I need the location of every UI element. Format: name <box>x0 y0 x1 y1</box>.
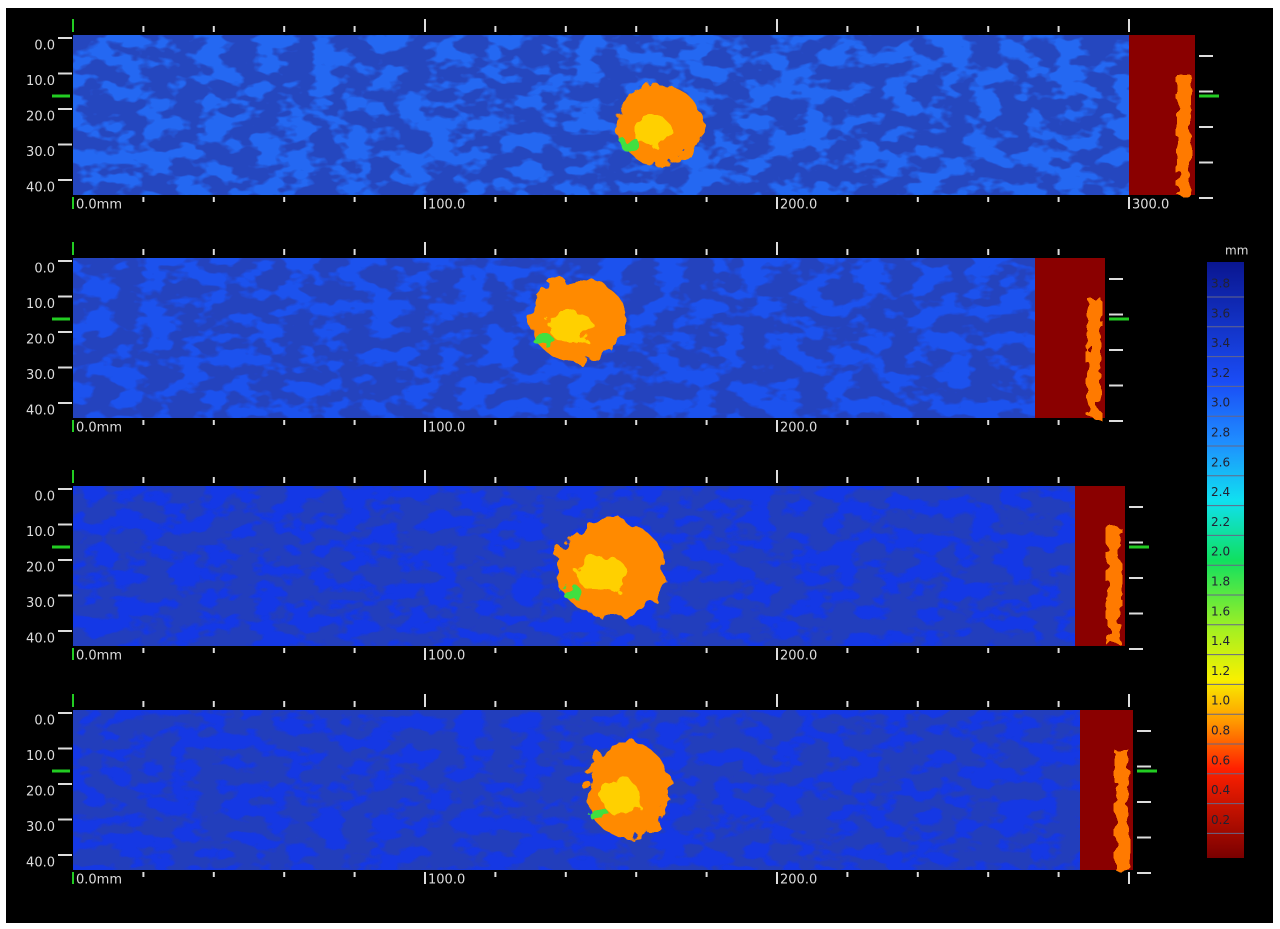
x-tick-label: 200.0 <box>780 421 817 436</box>
x-tick-label: 300.0 <box>1132 198 1169 213</box>
x-tick-label: 100.0 <box>428 421 465 436</box>
colorbar-label: 1.6 <box>1211 604 1230 618</box>
colorbar-label: 3.4 <box>1211 336 1230 350</box>
y-tick-label: 30.0 <box>26 596 55 611</box>
y-tick-label: 20.0 <box>26 110 55 125</box>
y-tick-label: 20.0 <box>26 785 55 800</box>
y-tick-label: 0.0 <box>34 714 55 729</box>
colorbar-label: 2.0 <box>1211 545 1230 559</box>
x-tick-label: 0.0mm <box>76 421 122 436</box>
scan-panel: 0.0mm 100.0 200.0 0.0 10.0 20.0 30.0 40.0 <box>26 470 1149 664</box>
colorbar-label: 3.2 <box>1211 366 1230 380</box>
y-tick-label: 20.0 <box>26 561 55 576</box>
y-tick-label: 0.0 <box>34 262 55 277</box>
y-tick-label: 30.0 <box>26 368 55 383</box>
x-tick-label: 0.0mm <box>76 198 122 213</box>
x-tick-label: 200.0 <box>780 873 817 888</box>
y-tick-label: 10.0 <box>26 525 55 540</box>
scan-texture <box>73 710 1080 870</box>
scan-panel: 0.0mm 100.0 200.0 0.0 10.0 20.0 30.0 40.0 <box>26 694 1157 888</box>
y-tick-label: 0.0 <box>34 490 55 505</box>
colorbar-label: 1.2 <box>1211 664 1230 678</box>
edge-orange <box>1107 526 1121 646</box>
defect-core <box>633 115 671 147</box>
y-tick-label: 40.0 <box>26 632 55 647</box>
x-tick-label: 200.0 <box>780 198 817 213</box>
x-tick-label: 100.0 <box>428 873 465 888</box>
y-tick-label: 10.0 <box>26 74 55 89</box>
scan-panel: 0.0mm 100.0 200.0 300.0 0.0 10.0 20.0 30.0 40.0 <box>26 19 1219 213</box>
colorbar-gradient <box>1207 262 1244 858</box>
edge-orange <box>1177 75 1191 195</box>
x-tick-label: 0.0mm <box>76 873 122 888</box>
colorbar: mm 3.8 3.6 3.4 3.2 3.0 2.8 2.6 2.4 2.2 2.0 1.8 1.6 1… <box>1207 244 1248 858</box>
colorbar-label: 0.8 <box>1211 724 1230 738</box>
y-tick-label: 10.0 <box>26 297 55 312</box>
defect-core <box>577 554 627 594</box>
colorbar-label: 3.0 <box>1211 396 1230 410</box>
colorbar-label: 0.4 <box>1211 783 1230 797</box>
colorbar-label: 1.8 <box>1211 575 1230 589</box>
x-tick-label: 100.0 <box>428 649 465 664</box>
y-tick-label: 0.0 <box>34 39 55 54</box>
scan-panel: 0.0mm 100.0 200.0 0.0 10.0 20.0 30.0 40.0 <box>26 242 1129 436</box>
colorbar-label: 3.8 <box>1211 277 1230 291</box>
edge-orange <box>1087 298 1101 418</box>
y-tick-label: 40.0 <box>26 856 55 871</box>
colorbar-label: 2.4 <box>1211 485 1230 499</box>
colorbar-label: 2.2 <box>1211 515 1230 529</box>
defect-core <box>601 776 639 816</box>
x-tick-label: 0.0mm <box>76 649 122 664</box>
defect-edge <box>588 807 609 821</box>
colorbar-label: 1.0 <box>1211 694 1230 708</box>
y-tick-label: 10.0 <box>26 749 55 764</box>
y-tick-label: 40.0 <box>26 181 55 196</box>
scan-texture <box>73 35 1129 195</box>
colorbar-label: 2.6 <box>1211 455 1230 469</box>
colorbar-label: 3.6 <box>1211 306 1230 320</box>
edge-orange <box>1115 750 1129 870</box>
colorbar-label: 0.6 <box>1211 753 1230 767</box>
colorbar-unit: mm <box>1225 244 1248 258</box>
y-tick-label: 40.0 <box>26 404 55 419</box>
colorbar-label: 0.2 <box>1211 813 1230 827</box>
defect-edge <box>561 585 582 599</box>
defect-edge <box>534 334 555 348</box>
defect-core <box>548 309 592 343</box>
colorbar-label: 2.8 <box>1211 426 1230 440</box>
y-tick-label: 20.0 <box>26 333 55 348</box>
defect-edge <box>620 138 641 152</box>
y-tick-label: 30.0 <box>26 145 55 160</box>
y-tick-label: 30.0 <box>26 820 55 835</box>
colorbar-label: 1.4 <box>1211 634 1230 648</box>
x-tick-label: 100.0 <box>428 198 465 213</box>
x-tick-label: 200.0 <box>780 649 817 664</box>
